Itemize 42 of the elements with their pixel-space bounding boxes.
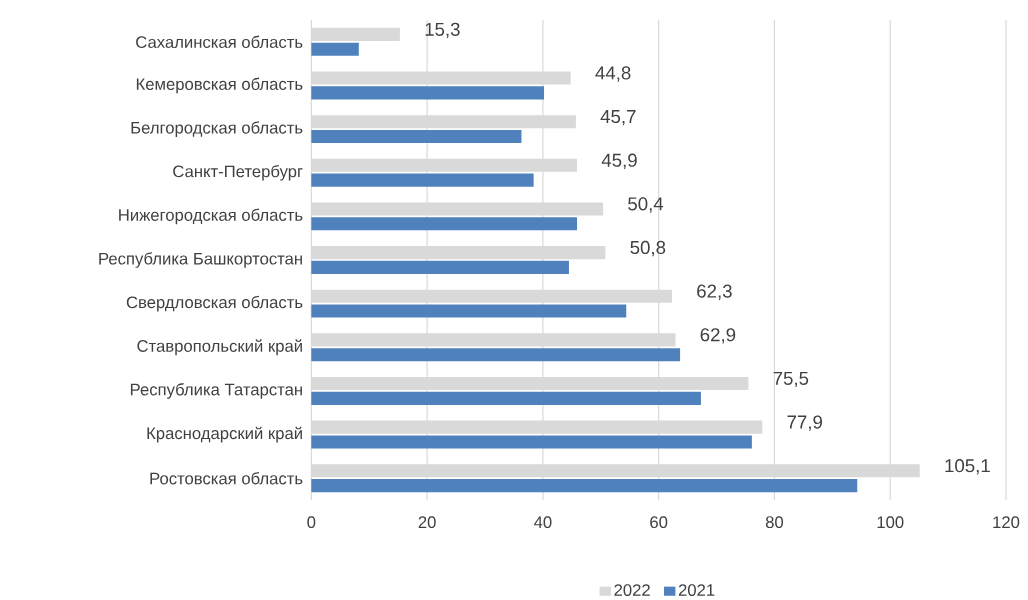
legend-label: 2021 (678, 584, 715, 596)
data-label: 62,9 (700, 328, 736, 344)
data-label: 75,5 (773, 371, 809, 388)
x-tick-label: 120 (993, 516, 1020, 529)
y-tick-label: Ставропольский край (137, 339, 302, 356)
y-tick-label: Краснодарский край (147, 426, 302, 443)
x-tick-label: 100 (877, 516, 904, 529)
y-tick-label: Белгородская область (131, 121, 303, 137)
x-tick-label: 60 (650, 516, 668, 529)
bar (311, 391, 701, 405)
bar (311, 435, 752, 449)
data-label: 15,3 (425, 22, 460, 39)
x-tick-label: 0 (307, 516, 316, 529)
y-tick-label: Свердловская область (126, 295, 303, 312)
data-label: 50,4 (628, 197, 664, 213)
bar (311, 42, 359, 56)
x-tick-label: 40 (534, 516, 552, 529)
bar (311, 173, 534, 187)
x-tick-label: 20 (418, 516, 436, 529)
data-label: 45,9 (601, 153, 637, 170)
y-tick-label: Нижегородская область (119, 208, 303, 225)
y-tick-label: Ростовская область (150, 471, 303, 485)
data-label: 77,9 (787, 415, 822, 431)
y-tick-label: Санкт-Петербург (173, 164, 303, 181)
y-tick-label: Республика Башкортостан (99, 252, 302, 268)
bar (311, 217, 578, 231)
bar (311, 260, 569, 274)
data-label: 50,8 (630, 240, 666, 257)
bar (311, 129, 522, 144)
y-tick-label: Кемеровская область (136, 77, 303, 94)
data-label: 45,7 (600, 110, 636, 126)
data-label: 62,3 (697, 284, 732, 300)
bar (311, 304, 627, 318)
bar (311, 348, 681, 362)
data-label: 105,1 (945, 459, 990, 475)
y-tick-label: Сахалинская область (136, 35, 303, 49)
data-label: 44,8 (595, 66, 631, 82)
legend-label: 2022 (614, 584, 650, 596)
y-tick-label: Республика Татарстан (130, 383, 302, 399)
bar (311, 86, 545, 100)
bar (311, 479, 858, 493)
x-tick-label: 80 (765, 516, 784, 529)
